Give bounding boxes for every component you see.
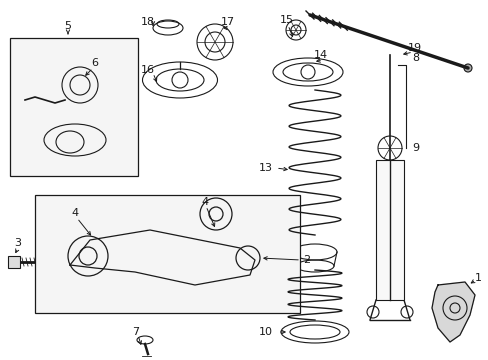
Bar	[8, 256, 20, 268]
Text: 14: 14	[313, 50, 327, 60]
Polygon shape	[70, 230, 254, 285]
Text: 3: 3	[15, 238, 21, 248]
Text: 5: 5	[64, 21, 71, 31]
Text: 16: 16	[141, 65, 155, 75]
Text: 8: 8	[411, 53, 418, 63]
Text: 7: 7	[132, 327, 139, 337]
Text: 12: 12	[259, 251, 272, 261]
Bar	[35, 195, 299, 313]
Polygon shape	[431, 282, 474, 342]
Text: 6: 6	[91, 58, 98, 68]
Bar	[375, 160, 403, 300]
Text: 2: 2	[303, 255, 310, 265]
Text: 10: 10	[259, 327, 272, 337]
Text: 13: 13	[259, 163, 272, 173]
Text: 19: 19	[407, 43, 421, 53]
Circle shape	[463, 64, 471, 72]
Text: 15: 15	[280, 15, 293, 25]
Text: 17: 17	[221, 17, 235, 27]
Text: 4: 4	[71, 208, 79, 218]
Text: 18: 18	[141, 17, 155, 27]
Text: 1: 1	[473, 273, 481, 283]
Text: 9: 9	[411, 143, 418, 153]
Text: 11: 11	[259, 290, 272, 300]
Text: 4: 4	[201, 197, 208, 207]
Bar	[10, 38, 138, 176]
